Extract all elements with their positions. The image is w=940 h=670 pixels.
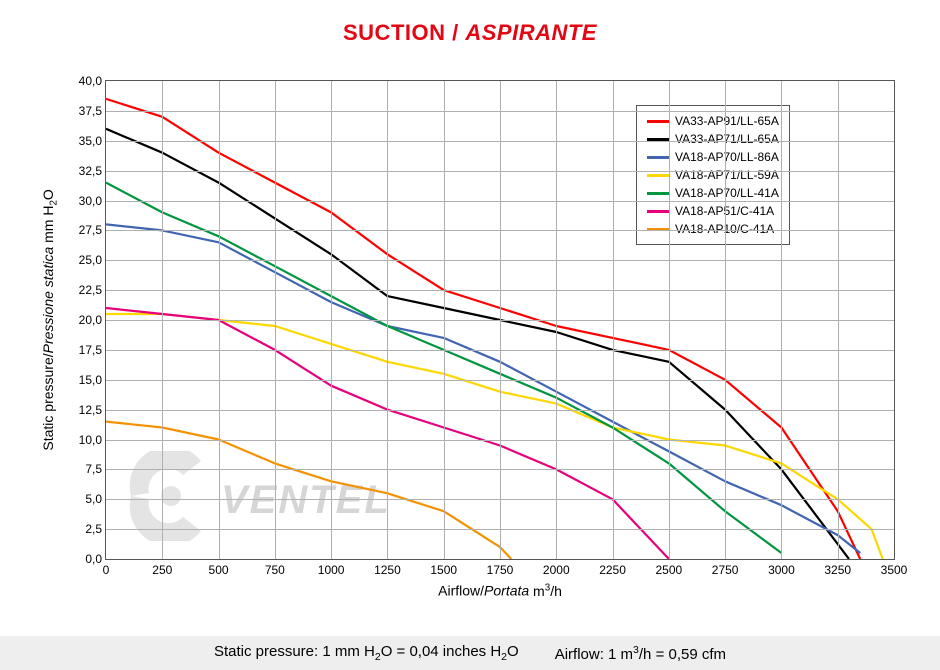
footer-bar: Static pressure: 1 mm H2O = 0,04 inches …: [0, 636, 940, 670]
y-tick-label: 2,5: [85, 522, 106, 536]
y-tick-label: 15,0: [79, 373, 106, 387]
legend-row: VA33-AP71/LL-65A: [647, 130, 779, 148]
legend-label: VA18-AP71/LL-59A: [675, 166, 779, 184]
y-tick-label: 10,0: [79, 433, 106, 447]
x-tick-label: 2500: [655, 559, 682, 577]
y-tick-label: 5,0: [85, 492, 106, 506]
x-tick-label: 3500: [881, 559, 908, 577]
x-tick-label: 3000: [768, 559, 795, 577]
legend-label: VA33-AP91/LL-65A: [675, 112, 779, 130]
y-axis-label-container: Static pressure/Pressione statica mm H2O: [40, 80, 60, 560]
y-tick-label: 20,0: [79, 313, 106, 327]
y-tick-label: 17,5: [79, 343, 106, 357]
y-tick-label: 7,5: [85, 462, 106, 476]
legend-row: VA18-AP51/C-41A: [647, 202, 779, 220]
chart-area: Static pressure/Pressione statica mm H2O…: [40, 70, 910, 610]
y-tick-label: 27,5: [79, 223, 106, 237]
gridline-h: [106, 380, 894, 381]
x-tick-label: 3250: [824, 559, 851, 577]
y-tick-label: 35,0: [79, 134, 106, 148]
x-tick-label: 1250: [374, 559, 401, 577]
y-tick-label: 0,0: [85, 552, 106, 566]
chart-title: SUCTION / ASPIRANTE: [0, 20, 940, 46]
gridline-h: [106, 290, 894, 291]
gridline-h: [106, 350, 894, 351]
y-tick-label: 25,0: [79, 253, 106, 267]
x-tick-label: 250: [152, 559, 172, 577]
legend-swatch: [647, 192, 669, 195]
plot-region: VENTEL VA33-AP91/LL-65AVA33-AP71/LL-65AV…: [105, 80, 895, 560]
legend-label: VA18-AP70/LL-41A: [675, 184, 779, 202]
y-axis-label-units: mm H2O: [40, 189, 56, 247]
x-tick-label: 1500: [430, 559, 457, 577]
gridline-h: [106, 529, 894, 530]
x-tick-label: 500: [209, 559, 229, 577]
series-line-s7: [106, 422, 511, 559]
page-root: SUCTION / ASPIRANTE Static pressure/Pres…: [0, 0, 940, 670]
legend: VA33-AP91/LL-65AVA33-AP71/LL-65AVA18-AP7…: [636, 105, 790, 245]
x-axis-label-italic: Portata: [484, 583, 529, 599]
x-tick-label: 750: [265, 559, 285, 577]
legend-row: VA18-AP71/LL-59A: [647, 166, 779, 184]
legend-row: VA18-AP10/C-41A: [647, 220, 779, 238]
gridline-h: [106, 410, 894, 411]
x-tick-label: 2000: [543, 559, 570, 577]
legend-swatch: [647, 210, 669, 213]
y-tick-label: 32,5: [79, 164, 106, 178]
gridline-h: [106, 111, 894, 112]
legend-swatch: [647, 120, 669, 123]
y-tick-label: 22,5: [79, 283, 106, 297]
gridline-h: [106, 499, 894, 500]
x-axis-label-plain: Airflow/: [438, 583, 484, 599]
y-tick-label: 30,0: [79, 194, 106, 208]
gridline-h: [106, 469, 894, 470]
footer-pressure-conversion: Static pressure: 1 mm H2O = 0,04 inches …: [214, 643, 519, 663]
y-tick-label: 40,0: [79, 74, 106, 88]
x-axis-label: Airflow/Portata m3/h: [105, 582, 895, 599]
gridline-h: [106, 201, 894, 202]
y-axis-label-italic: Pressione statica: [40, 247, 56, 354]
y-axis-label: Static pressure/Pressione statica mm H2O: [40, 189, 60, 450]
legend-swatch: [647, 156, 669, 159]
footer-airflow-conversion: Airflow: 1 m3/h = 0,59 cfm: [555, 644, 726, 663]
x-tick-label: 2750: [712, 559, 739, 577]
x-tick-label: 2250: [599, 559, 626, 577]
x-tick-label: 1000: [318, 559, 345, 577]
gridline-h: [106, 230, 894, 231]
gridline-h: [106, 171, 894, 172]
y-tick-label: 37,5: [79, 104, 106, 118]
legend-row: VA18-AP70/LL-86A: [647, 148, 779, 166]
y-tick-label: 12,5: [79, 403, 106, 417]
legend-row: VA18-AP70/LL-41A: [647, 184, 779, 202]
gridline-h: [106, 260, 894, 261]
chart-title-part2: ASPIRANTE: [465, 20, 597, 45]
x-axis-label-units: m3/h: [529, 583, 562, 599]
legend-swatch: [647, 174, 669, 177]
gridline-h: [106, 141, 894, 142]
chart-title-part1: SUCTION /: [343, 20, 459, 45]
gridline-h: [106, 320, 894, 321]
x-tick-label: 1750: [487, 559, 514, 577]
y-axis-label-plain: Static pressure/: [40, 353, 56, 450]
gridline-h: [106, 440, 894, 441]
legend-row: VA33-AP91/LL-65A: [647, 112, 779, 130]
legend-label: VA33-AP71/LL-65A: [675, 130, 779, 148]
legend-label: VA18-AP70/LL-86A: [675, 148, 779, 166]
